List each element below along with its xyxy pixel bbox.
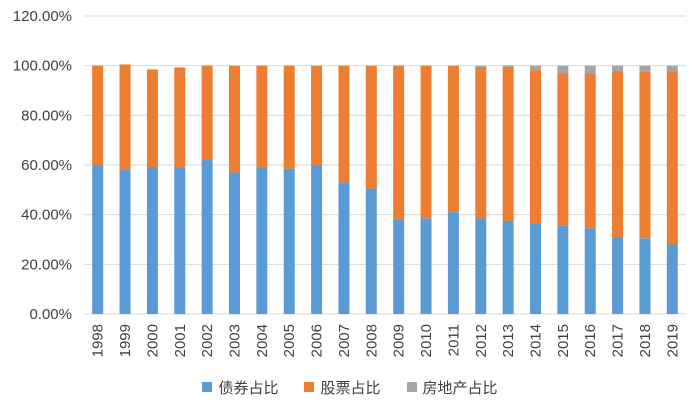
bar-bonds-2007 (338, 182, 350, 314)
x-tick-label: 2013 (500, 324, 517, 357)
bar-stocks-2013 (502, 66, 514, 221)
legend-label-real-estate: 房地产占比 (422, 378, 498, 397)
bar-stocks-2011 (447, 65, 459, 213)
bar-bonds-2000 (146, 167, 158, 314)
bar-bonds-2014 (530, 223, 541, 314)
bar-bonds-2009 (393, 219, 405, 314)
bar-stocks-2008 (365, 65, 377, 189)
y-axis-tick-labels: 0.00% 20.00% 40.00% 60.00% 80.00% 100.00% 120.… (13, 8, 72, 323)
x-tick-label: 2003 (227, 324, 244, 357)
x-tick-label: 2019 (664, 324, 681, 357)
bar-bonds-2002 (201, 160, 213, 314)
y-tick-label: 40.00% (21, 207, 72, 224)
y-tick-label: 20.00% (21, 256, 72, 273)
bar-stocks-2003 (229, 65, 240, 173)
legend-label-bonds: 债券占比 (218, 378, 279, 397)
bar-bonds-2001 (174, 167, 186, 314)
bar-real-estate-2018 (639, 65, 651, 72)
x-tick-label: 2011 (445, 324, 462, 356)
y-tick-label: 0.00% (29, 306, 72, 323)
bar-bonds-2016 (584, 228, 596, 314)
bar-real-estate-2014 (530, 65, 541, 71)
bar-stocks-2012 (475, 66, 487, 219)
bar-stocks-1998 (92, 65, 104, 165)
bar-bonds-2003 (229, 172, 240, 314)
bar-stocks-2004 (256, 65, 268, 168)
bar-bonds-2013 (502, 220, 514, 314)
x-axis-tick-labels: 1998 1999 2000 2001 2002 2003 2004 2005 2006 2007… (90, 324, 682, 357)
x-tick-label: 2012 (473, 324, 490, 357)
bar-bonds-2018 (639, 238, 651, 314)
bar-bonds-2004 (256, 167, 268, 314)
bar-real-estate-2012 (475, 65, 487, 67)
bar-stocks-2014 (530, 70, 541, 224)
bar-bonds-2005 (283, 168, 295, 314)
x-tick-label: 2018 (637, 324, 654, 357)
bar-real-estate-2016 (584, 65, 596, 74)
y-tick-label: 60.00% (21, 157, 72, 174)
x-tick-label: 2010 (418, 324, 435, 357)
x-tick-label: 2016 (582, 324, 599, 357)
bar-stocks-2005 (283, 65, 295, 169)
bar-bonds-2012 (475, 218, 487, 314)
bar-bonds-2019 (666, 244, 678, 314)
bar-real-estate-2019 (666, 65, 678, 72)
legend-swatch-bonds (202, 382, 213, 392)
legend-item-real-estate: 房地产占比 (406, 377, 498, 398)
x-tick-label: 2006 (309, 324, 326, 357)
x-tick-label: 2014 (528, 324, 545, 357)
x-tick-label: 2017 (610, 324, 627, 357)
y-tick-label: 120.00% (13, 8, 72, 25)
bar-stocks-2007 (338, 65, 350, 183)
bar-stocks-2017 (612, 71, 624, 238)
x-tick-label: 2015 (555, 324, 572, 357)
bar-real-estate-2015 (557, 65, 569, 74)
bar-bonds-2011 (447, 212, 459, 314)
bar-stocks-2002 (201, 65, 213, 161)
bar-stocks-2019 (666, 71, 678, 245)
x-tick-label: 2005 (281, 324, 298, 357)
bar-stocks-2010 (420, 65, 432, 219)
bar-stocks-1999 (119, 64, 131, 170)
bar-stocks-2015 (557, 73, 569, 226)
bar-bonds-1998 (92, 165, 104, 314)
legend-item-stocks: 股票占比 (304, 377, 381, 398)
legend-swatch-stocks (304, 382, 315, 392)
x-tick-label: 1999 (117, 324, 134, 357)
x-tick-label: 2004 (254, 324, 271, 357)
x-tick-label: 2007 (336, 324, 353, 357)
y-tick-label: 80.00% (21, 107, 72, 124)
x-tick-label: 1998 (90, 324, 107, 357)
legend-item-bonds: 债券占比 (202, 377, 278, 398)
bar-bonds-2008 (365, 188, 377, 314)
legend: 债券占比 股票占比 房地产占比 (0, 372, 700, 402)
y-tick-label: 100.00% (13, 58, 72, 75)
bar-bonds-1999 (119, 169, 131, 314)
bar-bonds-2017 (612, 237, 624, 314)
bar-stocks-2000 (146, 69, 158, 168)
bar-stocks-2001 (174, 67, 186, 168)
x-tick-label: 2009 (391, 324, 408, 357)
bar-real-estate-2017 (612, 65, 624, 72)
legend-swatch-real-estate (406, 382, 417, 392)
bar-stocks-2018 (639, 71, 651, 239)
bar-bonds-2015 (557, 225, 569, 314)
x-tick-label: 2001 (172, 324, 189, 357)
bars (92, 64, 678, 314)
bar-bonds-2010 (420, 218, 432, 314)
bar-real-estate-2013 (502, 65, 514, 67)
x-tick-label: 2002 (199, 324, 216, 357)
x-tick-label: 2008 (363, 324, 380, 357)
legend-label-stocks: 股票占比 (320, 378, 381, 397)
bar-stocks-2009 (393, 65, 405, 220)
bar-stocks-2006 (311, 65, 323, 165)
bar-bonds-2006 (311, 165, 323, 314)
x-tick-label: 2000 (144, 324, 161, 357)
bar-stocks-2016 (584, 73, 596, 229)
